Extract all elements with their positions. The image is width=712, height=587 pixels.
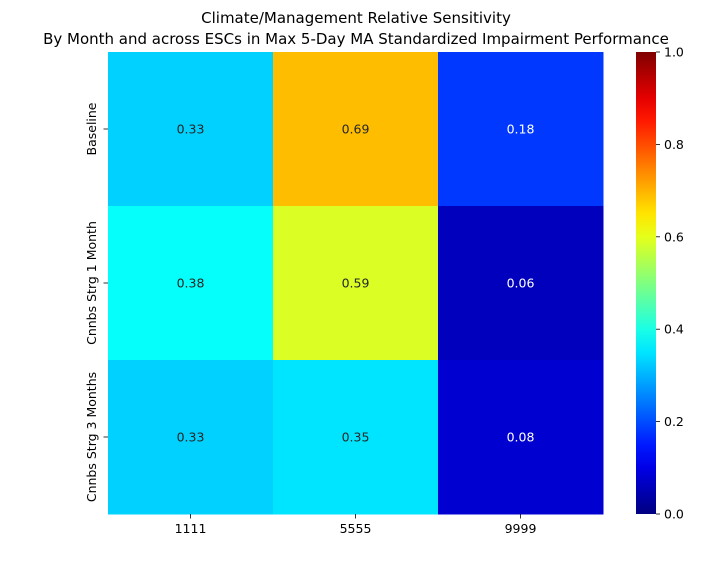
- cell-value-label: 0.69: [342, 122, 370, 137]
- cell-value-label: 0.38: [177, 276, 205, 291]
- heatmap-cell: [438, 52, 604, 207]
- y-tick-label: Cnnbs Strg 3 Months: [84, 372, 99, 502]
- chart-title: Climate/Management Relative Sensitivity: [201, 9, 511, 27]
- heatmap-cells: 0.33 0.69 0.18 0.38 0.59 0.06 0.33 0.35 0.08: [108, 52, 604, 515]
- chart-subtitle: By Month and across ESCs in Max 5-Day MA…: [43, 30, 669, 48]
- colorbar-tick-label: 0.8: [664, 137, 684, 152]
- colorbar-tick-label: 0.6: [664, 229, 684, 244]
- heatmap-cell: [438, 360, 604, 515]
- heatmap-cell: [108, 360, 274, 515]
- x-axis: 1111 5555 9999: [175, 514, 537, 536]
- y-axis: Baseline Cnnbs Strg 1 Month Cnnbs Strg 3 M…: [84, 102, 108, 502]
- heatmap-cell: [273, 360, 439, 515]
- cell-value-label: 0.18: [507, 122, 535, 137]
- cell-value-label: 0.08: [507, 430, 535, 445]
- cell-value-label: 0.33: [177, 430, 205, 445]
- heatmap-cell: [273, 206, 439, 361]
- colorbar: 0.0 0.2 0.4 0.6 0.8 1.0: [636, 45, 684, 522]
- cell-value-label: 0.33: [177, 122, 205, 137]
- y-tick-label: Baseline: [84, 102, 99, 155]
- heatmap-cell: [108, 206, 274, 361]
- colorbar-tick-label: 0.4: [664, 322, 684, 337]
- y-tick-label: Cnnbs Strg 1 Month: [84, 221, 99, 345]
- colorbar-tick-label: 0.0: [664, 507, 684, 522]
- x-tick-label: 1111: [175, 521, 207, 536]
- x-tick-label: 9999: [505, 521, 537, 536]
- heatmap-cell: [108, 52, 274, 207]
- colorbar-tick-label: 0.2: [664, 414, 684, 429]
- cell-value-label: 0.06: [507, 276, 535, 291]
- cell-value-label: 0.35: [342, 430, 370, 445]
- colorbar-gradient: [636, 52, 656, 514]
- x-tick-label: 5555: [340, 521, 372, 536]
- heatmap-cell: [273, 52, 439, 207]
- colorbar-tick-label: 1.0: [664, 45, 684, 60]
- cell-value-label: 0.59: [342, 276, 370, 291]
- heatmap-cell: [438, 206, 604, 361]
